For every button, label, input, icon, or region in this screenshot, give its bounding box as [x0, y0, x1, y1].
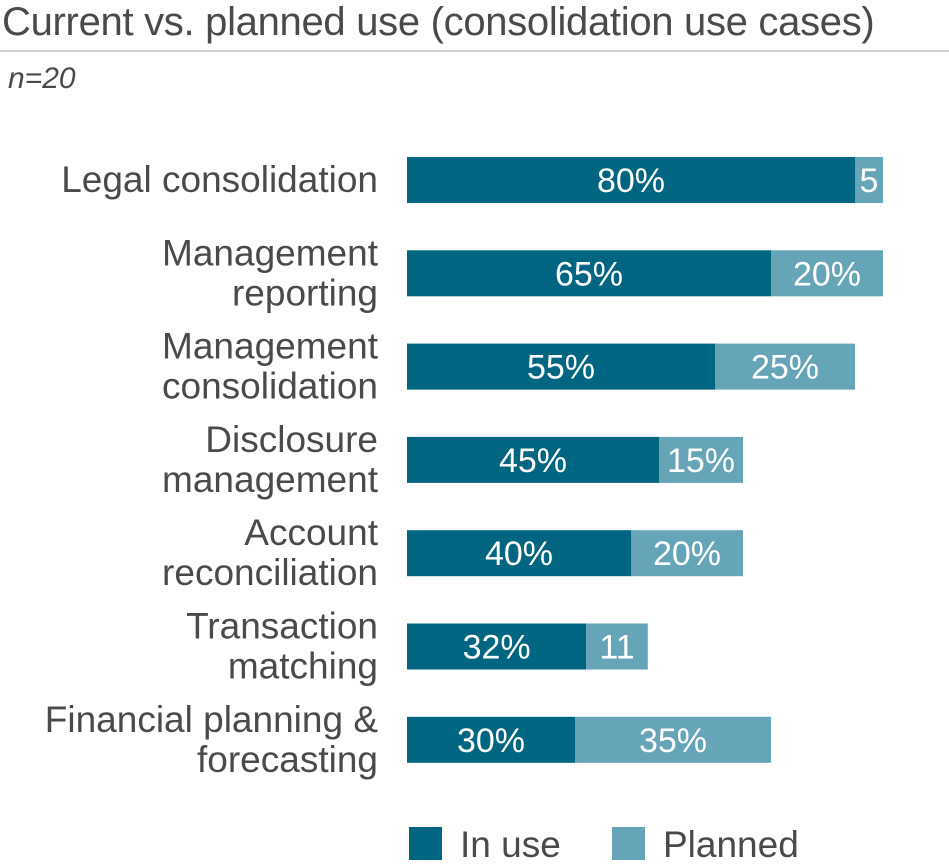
- legend-swatch: [612, 827, 645, 860]
- category-label: Transaction matching: [186, 606, 378, 687]
- data-label: 35%: [639, 722, 707, 760]
- category-label-line: Management: [162, 326, 379, 367]
- chart-subtitle: n=20: [8, 62, 76, 95]
- category-label-line: matching: [228, 646, 378, 687]
- bar-segment-planned: [631, 530, 743, 577]
- bar-segment-in-use: [407, 530, 631, 577]
- bar-segment-planned: [771, 250, 883, 297]
- data-label: 40%: [485, 535, 553, 573]
- data-label: 20%: [653, 535, 721, 573]
- bar-segment-planned: [586, 623, 648, 670]
- category-label: Management consolidation: [162, 326, 379, 407]
- data-label: 32%: [463, 629, 531, 667]
- bar-segment-in-use: [407, 250, 771, 297]
- category-label: Financial planning & forecasting: [45, 699, 379, 780]
- data-label: 65%: [555, 255, 623, 293]
- bar-segment-in-use: [407, 623, 587, 670]
- category-label-line: reporting: [232, 272, 378, 313]
- data-label: 25%: [751, 349, 819, 387]
- data-label: 5: [860, 162, 879, 200]
- category-label-line: Legal consolidation: [61, 159, 378, 200]
- bar-segment-planned: [659, 436, 743, 483]
- bar-segment-in-use: [407, 716, 575, 763]
- category-label-line: management: [162, 459, 379, 500]
- bar-segment-planned: [575, 716, 771, 763]
- bar-segment-planned: [715, 343, 855, 390]
- bar-segment-planned: [855, 157, 883, 203]
- data-label: 80%: [597, 162, 665, 200]
- bar-segment-in-use: [407, 343, 715, 390]
- category-label-line: Financial planning &: [45, 699, 379, 740]
- category-label: Legal consolidation: [61, 159, 378, 200]
- bar-segment-in-use: [407, 436, 659, 483]
- category-label-line: forecasting: [197, 739, 378, 780]
- data-label: 20%: [793, 255, 861, 293]
- legend-label: In use: [460, 824, 561, 865]
- chart-title: Current vs. planned use (consolidation u…: [2, 0, 875, 44]
- title-divider: [0, 50, 949, 52]
- category-label: Account reconciliation: [162, 512, 379, 593]
- category-label-line: reconciliation: [162, 552, 378, 593]
- category-label: Disclosure management: [162, 419, 379, 500]
- data-label: 55%: [527, 349, 595, 387]
- data-label: 45%: [499, 442, 567, 480]
- data-label: 11: [599, 629, 634, 667]
- legend-swatch: [409, 827, 442, 860]
- category-label: Management reporting: [162, 232, 379, 313]
- category-label-line: consolidation: [162, 366, 378, 407]
- legend-label: Planned: [663, 824, 799, 865]
- bar-segment-in-use: [407, 157, 855, 203]
- category-label-line: Account: [244, 512, 378, 553]
- data-label: 30%: [457, 722, 525, 760]
- data-label: 15%: [667, 442, 735, 480]
- category-label-line: Disclosure: [205, 419, 378, 460]
- category-label-line: Transaction: [186, 606, 378, 647]
- category-label-line: Management: [162, 232, 379, 273]
